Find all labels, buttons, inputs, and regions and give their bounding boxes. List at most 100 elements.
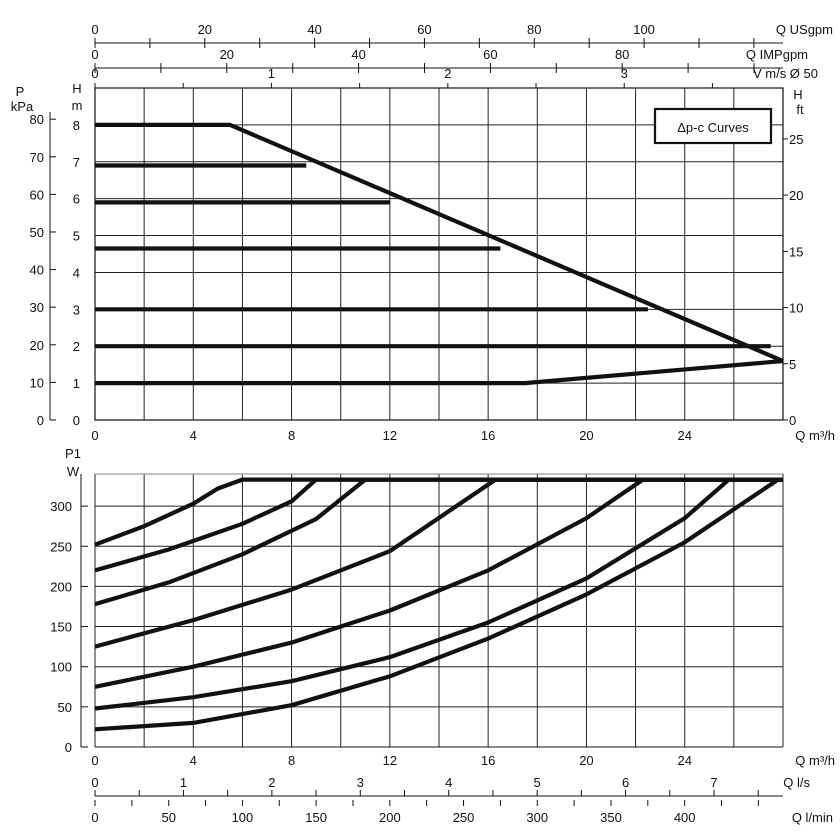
power-flow-chart: 0 50 100 150 200 250 300 P1 W 0 4 8 12 16 20 24 Q m³/h [50,446,835,768]
head-ft-axis-label: H [793,87,802,102]
power-tick-label: 150 [50,620,72,635]
usgpm-tick-label: 40 [307,22,321,37]
pressure-tick-label: 50 [30,225,44,240]
head-ft-tick-label: 15 [789,244,803,259]
lmin-tick-label: 100 [232,810,254,825]
lmin-tick-label: 0 [91,810,98,825]
pressure-tick-label: 0 [37,413,44,428]
flow-tick-label: 16 [481,753,495,768]
power-curve-6 [94,477,783,711]
usgpm-tick-label: 100 [633,22,655,37]
chart-title: Δp-c Curves [677,120,749,135]
head-flow-chart: 012345678Hm01020304050607080PkPa05101520… [11,81,835,443]
flow-tick-label: 4 [190,428,197,443]
ls-tick-label: 2 [268,775,275,790]
usgpm-tick-label: 80 [527,22,541,37]
ls-tick-label: 7 [710,775,717,790]
lmin-tick-label: 300 [526,810,548,825]
ls-tick-label: 0 [91,775,98,790]
head-curve-1 [95,122,784,363]
impgpm-tick-label: 40 [351,47,365,62]
usgpm-tick-label: 20 [198,22,212,37]
legend-box [653,107,773,145]
power-tick-label: 200 [50,579,72,594]
power-curve-7 [94,477,783,732]
flow-tick-label: 8 [288,753,295,768]
pressure-tick-label: 10 [30,375,44,390]
head-m-tick-label: 4 [73,265,80,280]
pressure-tick-label: 20 [30,338,44,353]
usgpm-axis-label: Q USgpm [776,22,833,37]
lmin-tick-label: 250 [453,810,475,825]
lmin-tick-label: 50 [161,810,175,825]
power-axis-unit: W [67,464,80,479]
usgpm-tick-label: 0 [91,22,98,37]
head-m-tick-label: 8 [73,118,80,133]
head-ft-tick-label: 0 [789,413,796,428]
head-m-axis-unit: m [72,98,83,113]
power-curve-3 [94,477,783,607]
ls-tick-label: 1 [180,775,187,790]
flow-tick-label: 8 [288,428,295,443]
flow-tick-label: 4 [190,753,197,768]
head-m-tick-label: 1 [73,376,80,391]
power-curve-4 [94,477,783,649]
head-m-axis-label: H [72,81,81,96]
power-curve-5 [94,477,783,689]
lmin-tick-label: 350 [600,810,622,825]
flow-axis-label: Q m³/h [795,753,835,768]
flow-tick-label: 12 [383,428,397,443]
ls-tick-label: 6 [622,775,629,790]
pressure-tick-label: 80 [30,112,44,127]
power-tick-label: 100 [50,660,72,675]
usgpm-tick-label: 60 [417,22,431,37]
flow-tick-label: 20 [579,428,593,443]
impgpm-tick-label: 0 [91,47,98,62]
ls-tick-label: 4 [445,775,452,790]
impgpm-tick-label: 20 [220,47,234,62]
head-m-tick-label: 7 [73,155,80,170]
ls-axis-label: Q l/s [783,775,810,790]
power-axis-label: P1 [65,446,81,461]
velocity-tick-label: 2 [444,66,451,81]
lmin-tick-label: 200 [379,810,401,825]
lmin-tick-label: 150 [305,810,327,825]
pressure-axis-label: P [16,84,25,99]
head-ft-tick-label: 20 [789,188,803,203]
flow-tick-label: 24 [677,753,691,768]
top-scale-axes: 0 20 40 60 80 100 Q USgpm 0 20 40 60 80 Q IMPgpm 0 1 2 3… [91,22,833,88]
head-m-tick-label: 6 [73,192,80,207]
lmin-axis-label: Q l/min [792,810,833,825]
flow-axis-label: Q m³/h [795,428,835,443]
flow-tick-label: 12 [383,753,397,768]
lmin-tick-label: 400 [674,810,696,825]
power-tick-label: 300 [50,499,72,514]
head-m-tick-label: 0 [73,413,80,428]
flow-tick-label: 0 [91,428,98,443]
bottom-scale-axes: 0 1 2 3 4 5 6 7 Q l/s 0 50 100 150 200 250 300 350 400 Q l… [91,775,833,825]
power-tick-label: 250 [50,539,72,554]
impgpm-axis-label: Q IMPgpm [746,47,808,62]
flow-tick-label: 24 [677,428,691,443]
pressure-tick-label: 40 [30,263,44,278]
flow-tick-label: 0 [91,753,98,768]
impgpm-tick-label: 80 [615,47,629,62]
power-tick-label: 0 [65,740,72,755]
pressure-tick-label: 70 [30,150,44,165]
head-ft-tick-label: 10 [789,301,803,316]
head-ft-axis-unit: ft [796,102,804,117]
head-ft-tick-label: 5 [789,357,796,372]
pressure-axis-unit: kPa [11,99,34,114]
velocity-tick-label: 0 [91,66,98,81]
ls-tick-label: 3 [357,775,364,790]
head-m-tick-label: 3 [73,302,80,317]
velocity-tick-label: 1 [268,66,275,81]
head-curve-7 [95,358,784,386]
velocity-tick-label: 3 [621,66,628,81]
flow-tick-label: 16 [481,428,495,443]
pressure-tick-label: 60 [30,187,44,202]
head-ft-tick-label: 25 [789,132,803,147]
impgpm-tick-label: 60 [483,47,497,62]
head-m-tick-label: 2 [73,339,80,354]
